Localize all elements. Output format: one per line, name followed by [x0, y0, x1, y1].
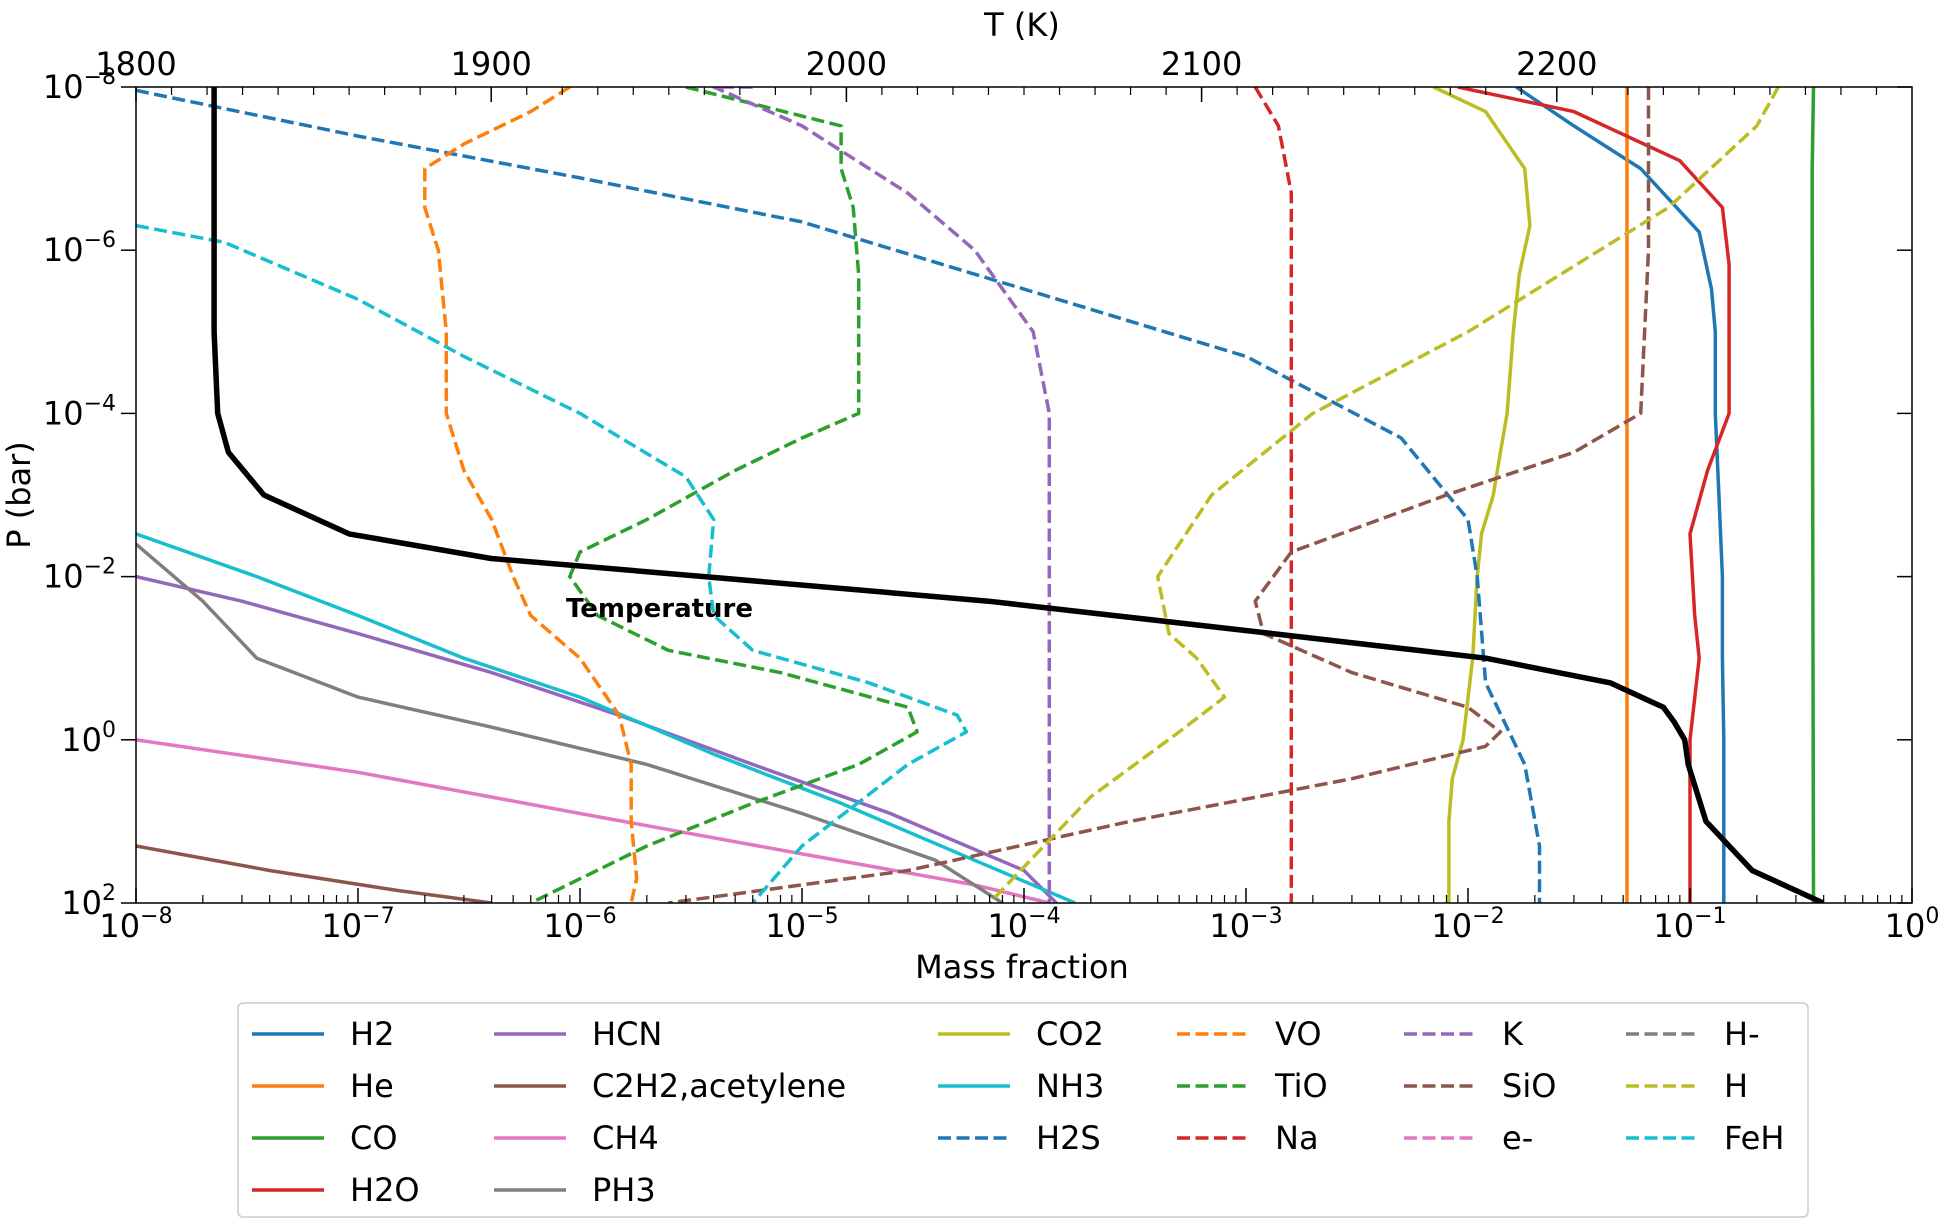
legend-label-c2h2-acetylene: C2H2,acetylene [592, 1067, 846, 1105]
legend-label-ch4: CH4 [592, 1119, 659, 1157]
y-tick-label: 102 [61, 881, 116, 922]
legend-label-co: CO [350, 1119, 398, 1157]
legend-label-feh: FeH [1724, 1119, 1784, 1157]
series-line-co2 [1432, 87, 1532, 903]
legend-label-nh3: NH3 [1036, 1067, 1104, 1105]
legend-label-vo: VO [1275, 1015, 1322, 1053]
temperature-layer [211, 87, 1825, 903]
x-tick-label: 10−8 [99, 904, 172, 945]
top-tick-label: 2000 [806, 45, 887, 83]
series-line-h2o [1457, 87, 1731, 903]
x-tick-label: 10−1 [1653, 904, 1726, 945]
legend-label-k: K [1502, 1015, 1524, 1053]
x-tick-label: 10−2 [1431, 904, 1504, 945]
legend-label-h: H- [1724, 1015, 1760, 1053]
top-tick-label: 2100 [1161, 45, 1242, 83]
top-axis-label: T (K) [983, 6, 1060, 44]
axes: 10−8 10−7 10−6 10−5 10−4 10−3 10−2 10−1 10010−81… [43, 45, 1940, 945]
series-line-tio [529, 87, 919, 903]
y-tick-label: 100 [61, 718, 116, 759]
top-tick-label: 1900 [450, 45, 531, 83]
y-tick-label: 10−6 [43, 228, 116, 269]
y-axis-label: P (bar) [0, 441, 38, 549]
series-line-h2 [1515, 87, 1726, 903]
temperature-profile-line [211, 87, 1825, 903]
x-tick-label: 10−6 [543, 904, 616, 945]
legend-label-h2o: H2O [350, 1171, 420, 1209]
y-tick-label: 10−2 [43, 555, 116, 596]
series-line-ph3 [136, 542, 1004, 903]
series-line-feh [136, 223, 969, 903]
series-line-nh3 [136, 532, 1076, 903]
series-line-h [988, 87, 1780, 903]
legend-label-na: Na [1275, 1119, 1319, 1157]
series-line-c2h2-acetylene [136, 844, 492, 903]
series-line-ch4 [136, 738, 1050, 903]
series-line-vo [423, 87, 639, 903]
legend-label-hcn: HCN [592, 1015, 662, 1053]
legend-label-tio: TiO [1274, 1067, 1328, 1105]
legend: H2 He CO H2O HCN C2H2,acetylene CH4 PH3 CO2 NH3 H2… [252, 1015, 1784, 1209]
legend-label-co2: CO2 [1036, 1015, 1104, 1053]
legend-label-h2: H2 [350, 1015, 394, 1053]
temperature-annotation: Temperature [566, 594, 753, 624]
series-layer [136, 87, 1816, 903]
legend-box [237, 1002, 1809, 1218]
top-tick-label: 1800 [95, 45, 176, 83]
legend-label-h2s: H2S [1036, 1119, 1101, 1157]
top-tick-label: 2200 [1516, 45, 1597, 83]
y-tick-label: 10−8 [43, 65, 116, 106]
x-axis-label: Mass fraction [915, 948, 1129, 986]
series-line-co [1810, 87, 1816, 903]
x-tick-label: 10−4 [987, 904, 1060, 945]
series-line-k [711, 87, 1052, 903]
y-tick-label: 10−4 [43, 391, 116, 432]
legend-label-he: He [350, 1067, 394, 1105]
x-tick-label: 10−5 [765, 904, 838, 945]
legend-label-h: H [1724, 1067, 1748, 1105]
legend-label-sio: SiO [1502, 1067, 1556, 1105]
legend-label-ph3: PH3 [592, 1171, 656, 1209]
x-tick-label: 10−3 [1209, 904, 1282, 945]
x-tick-label: 10−7 [321, 904, 394, 945]
legend-label-e: e- [1502, 1119, 1533, 1157]
series-line-h2s [136, 88, 1542, 903]
series-line-na [1253, 87, 1294, 903]
x-tick-label: 100 [1885, 904, 1940, 945]
